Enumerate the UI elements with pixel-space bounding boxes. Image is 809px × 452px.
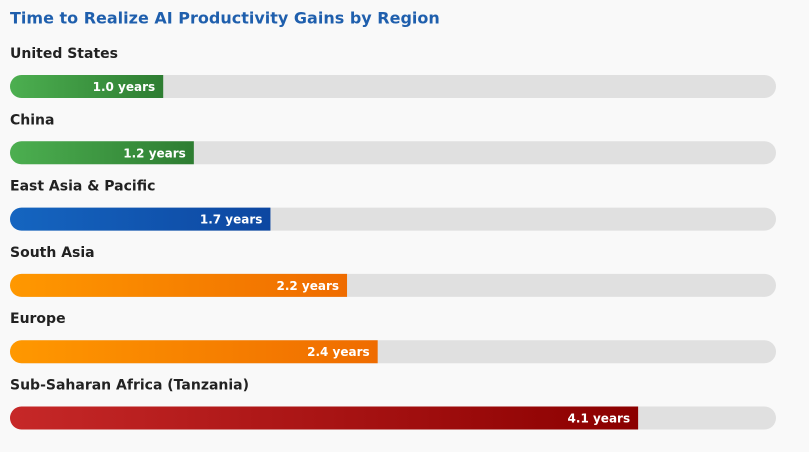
bar xyxy=(10,406,639,430)
category-label: South Asia xyxy=(10,245,95,261)
category-label: East Asia & Pacific xyxy=(10,179,155,195)
bar-track xyxy=(10,75,776,98)
value-label: 1.2 years xyxy=(123,146,186,160)
value-label: 2.2 years xyxy=(276,279,339,293)
value-label: 4.1 years xyxy=(568,412,631,426)
category-label: Sub-Saharan Africa (Tanzania) xyxy=(10,378,249,394)
category-label: Europe xyxy=(10,311,66,327)
category-label: United States xyxy=(10,46,118,62)
bar xyxy=(10,340,378,364)
value-label: 1.7 years xyxy=(200,213,263,227)
bar xyxy=(10,75,164,98)
value-label: 1.0 years xyxy=(93,80,156,94)
bar-track xyxy=(10,141,776,165)
bar xyxy=(10,207,271,231)
bar xyxy=(10,273,348,297)
bar xyxy=(10,141,194,165)
category-label: China xyxy=(10,112,54,128)
value-label: 2.4 years xyxy=(307,345,370,359)
chart-title: Time to Realize AI Productivity Gains by… xyxy=(10,9,440,28)
